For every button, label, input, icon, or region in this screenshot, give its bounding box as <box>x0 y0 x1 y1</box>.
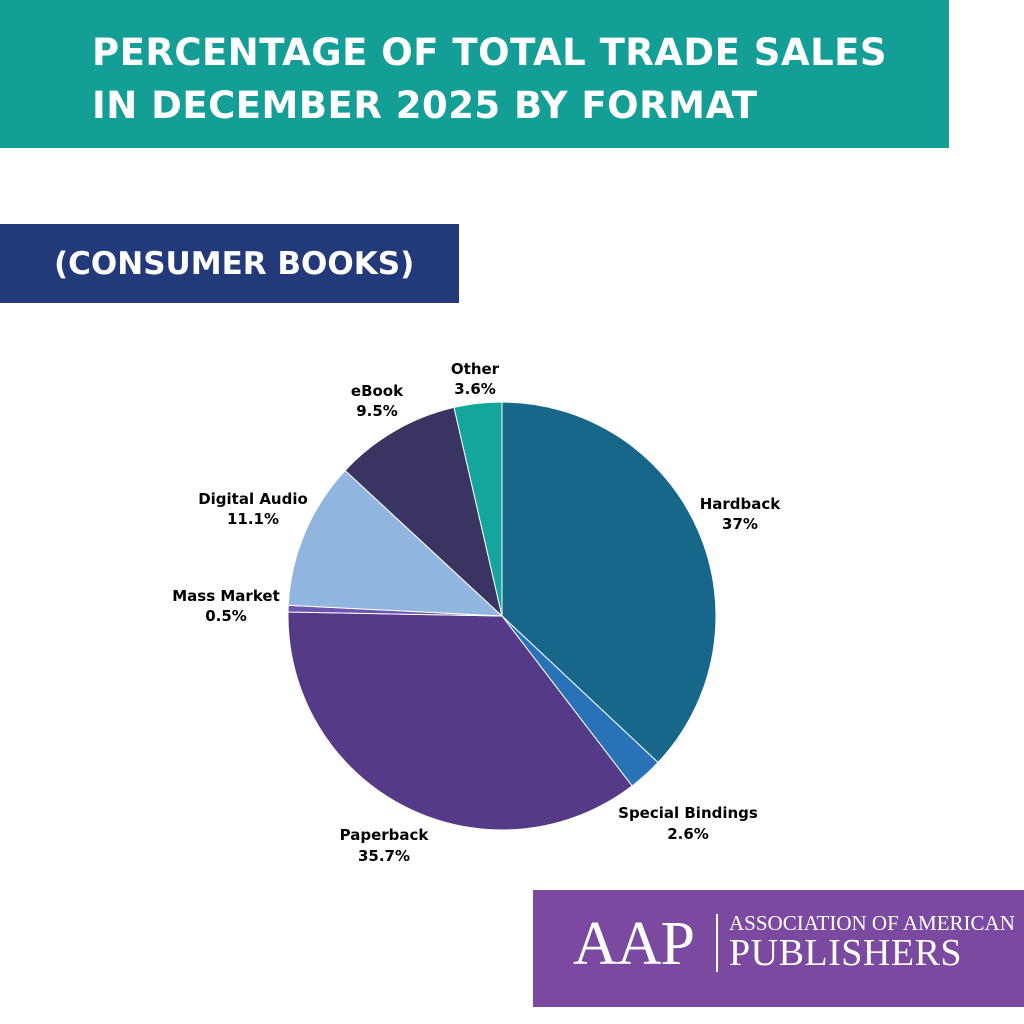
logo-line1: ASSOCIATION OF AMERICAN <box>729 911 1015 935</box>
pie-slice-ebook <box>344 406 503 618</box>
aap-logo: AAP ASSOCIATION OF AMERICAN PUBLISHERS <box>533 890 1024 1007</box>
label-value-paperback: 35.7% <box>358 847 410 865</box>
subtitle-banner <box>0 224 459 303</box>
label-value-hardback: 37% <box>722 515 758 533</box>
logo-line2: PUBLISHERS <box>729 932 963 974</box>
pie-slice-paperback <box>287 611 633 831</box>
label-name-other: Other <box>451 360 500 378</box>
pie-slice-digital-audio <box>287 469 504 617</box>
label-name-paperback: Paperback <box>340 826 430 844</box>
label-value-mass-market: 0.5% <box>205 607 247 625</box>
chart-subtitle: (CONSUMER BOOKS) <box>54 246 415 282</box>
label-name-hardback: Hardback <box>700 495 782 513</box>
label-name-special-bindings: Special Bindings <box>618 804 758 822</box>
pie-labels: Hardback 37% Special Bindings 2.6% Paper… <box>172 360 781 865</box>
label-value-digital-audio: 11.1% <box>227 510 279 528</box>
label-name-ebook: eBook <box>351 382 404 400</box>
label-value-ebook: 9.5% <box>356 402 398 420</box>
pie-slice-hardback <box>501 401 717 764</box>
logo-mark: AAP <box>573 910 695 978</box>
label-value-special-bindings: 2.6% <box>667 825 709 843</box>
chart-title: PERCENTAGE OF TOTAL TRADE SALES IN DECEM… <box>92 31 888 127</box>
title-banner <box>0 0 949 148</box>
label-name-digital-audio: Digital Audio <box>198 490 308 508</box>
pie-slices <box>287 401 717 831</box>
logo-divider <box>716 914 718 972</box>
label-name-mass-market: Mass Market <box>172 587 280 605</box>
pie-slice-other <box>453 401 503 617</box>
label-value-other: 3.6% <box>454 380 496 398</box>
